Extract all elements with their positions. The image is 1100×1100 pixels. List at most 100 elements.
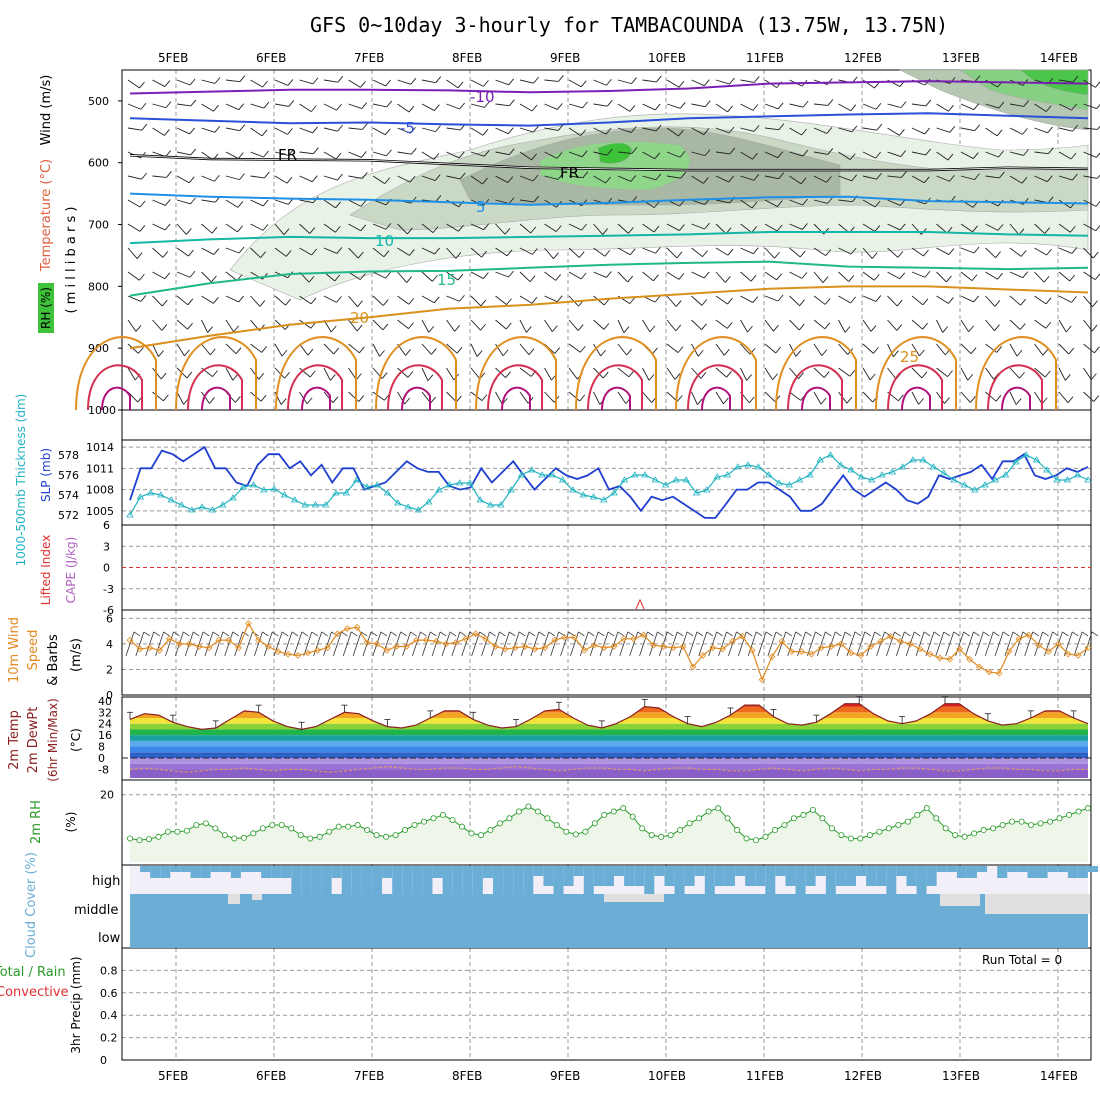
rh-marker — [734, 827, 741, 834]
upper-wind-barb — [421, 295, 435, 304]
cloud-high-bar — [694, 866, 705, 876]
wind-speed-marker — [679, 643, 687, 650]
upper-wind-barb — [1058, 103, 1072, 111]
cloud-high-bar — [341, 866, 352, 894]
upper-wind-barb-flag — [476, 350, 483, 357]
upper-wind-barb-flag — [187, 322, 193, 330]
upper-wind-barb — [740, 343, 751, 355]
precip-label-1: Total / Rain — [0, 965, 66, 980]
cloud-high-bar — [1027, 866, 1038, 878]
cloud-mid-patch — [940, 894, 980, 906]
upper-wind-barb-flag — [925, 99, 932, 107]
cloud-high-bar — [1037, 866, 1048, 878]
upper-wind-barb-flag — [533, 125, 539, 133]
temp-tick-label: -8 — [98, 763, 109, 776]
precip-tick-label: 0.8 — [100, 964, 118, 977]
upper-wind-barb-flag — [1095, 200, 1100, 207]
upper-wind-barb — [323, 223, 336, 233]
upper-wind-barb-flag — [918, 398, 924, 405]
upper-wind-barb — [617, 127, 632, 133]
upper-wind-barb — [225, 247, 240, 254]
upper-wind-barb — [715, 295, 728, 305]
upper-wind-barb — [397, 367, 409, 378]
upper-wind-barb-flag — [652, 347, 658, 355]
upper-wind-barb-flag — [139, 225, 146, 232]
upper-wind-barb — [887, 151, 901, 157]
upper-wind-barb-flag — [802, 100, 809, 108]
upper-wind-barb-flag — [893, 350, 899, 357]
cloud-high-bar — [452, 866, 463, 894]
wind-speed-marker — [205, 644, 213, 652]
upper-wind-barb-flag — [1071, 296, 1077, 303]
upper-wind-barb — [617, 223, 629, 234]
thickness-marker — [734, 463, 742, 470]
upper-wind-barb — [960, 151, 974, 159]
upper-wind-barb — [544, 151, 558, 159]
upper-wind-barb-flag — [577, 324, 584, 331]
thickness-marker — [311, 501, 320, 508]
wind-speed-marker — [175, 640, 183, 648]
wind-barb-flag — [232, 631, 239, 637]
temp-band-group — [130, 703, 1088, 778]
wind-speed-marker — [442, 640, 450, 648]
upper-wind-barb — [691, 223, 705, 230]
upper-wind-barb-flag — [973, 295, 980, 303]
upper-wind-barb — [862, 343, 874, 354]
wind-speed-marker — [620, 635, 628, 643]
cloud-low-mid-fill — [130, 894, 1088, 948]
temp2m-units: (°C) — [69, 728, 83, 752]
temp-color-band — [130, 763, 1088, 770]
upper-wind-barb — [740, 151, 753, 160]
wind-barb — [293, 631, 303, 657]
upper-wind-barb — [568, 367, 578, 380]
upper-wind-barb — [789, 391, 801, 401]
wind-speed-marker — [857, 652, 865, 659]
wind-barb-flag — [953, 631, 960, 637]
upper-wind-barb — [936, 127, 950, 133]
upper-wind-barb-flag — [924, 127, 931, 135]
upper-wind-barb-flag — [361, 102, 368, 109]
wind-barb-flag — [1042, 631, 1049, 637]
wind-barb-flag — [627, 631, 635, 637]
rh-marker — [857, 835, 864, 842]
top-date-label: 14FEB — [1040, 51, 1078, 65]
thickness-marker — [425, 498, 433, 505]
wind-barb — [145, 631, 155, 657]
cloud-high-bar — [230, 866, 241, 878]
upper-wind-barb-flag — [824, 298, 831, 305]
upper-wind-barb — [470, 247, 482, 258]
upper-wind-barb-flag — [138, 273, 145, 281]
wind-barb-flag — [607, 631, 615, 637]
rh-marker — [288, 825, 295, 832]
cloud-high-bar — [876, 866, 887, 886]
upper-wind-barb-flag — [456, 395, 462, 403]
upper-wind-barb-flag — [483, 223, 490, 230]
upper-wind-barb-flag — [1093, 395, 1100, 402]
upper-wind-barb-flag — [752, 247, 759, 254]
upper-wind-barb — [421, 151, 435, 160]
isotherm-label: 25 — [900, 348, 919, 366]
upper-wind-barb — [201, 127, 215, 133]
upper-wind-barb — [789, 223, 803, 230]
wind-barb-flag — [874, 631, 881, 637]
upper-wind-barb-flag — [630, 175, 637, 182]
wind-barb-flag — [943, 631, 951, 637]
thickness-marker — [538, 471, 546, 478]
isotherm-label: 10 — [375, 232, 394, 250]
thickness-marker — [579, 491, 587, 498]
isotherm-30-loop — [487, 364, 543, 411]
rh-marker — [895, 822, 902, 829]
upper-wind-barb-flag — [506, 249, 513, 257]
upper-wind-barb — [250, 199, 264, 207]
upper-wind-barb — [617, 175, 632, 182]
cloud-axis-label: Cloud Cover (%) — [24, 852, 39, 958]
wind-barb — [807, 631, 816, 657]
upper-wind-barb-flag — [725, 276, 731, 283]
thickness-marker — [136, 493, 145, 500]
upper-wind-barb-flag — [873, 273, 880, 281]
upper-wind-barb-flag — [996, 129, 1003, 137]
upper-wind-barb — [838, 127, 853, 133]
thickness-marker — [837, 461, 845, 468]
upper-wind-barb-flag — [1046, 248, 1052, 256]
wind-speed-marker — [1025, 631, 1033, 639]
